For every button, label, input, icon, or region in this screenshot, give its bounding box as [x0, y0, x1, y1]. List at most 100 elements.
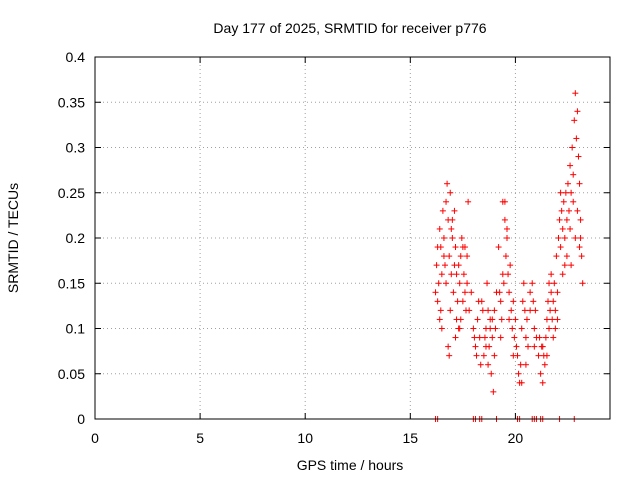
- data-point: [438, 271, 445, 278]
- y-tick-label: 0.05: [58, 366, 85, 382]
- data-point: [468, 289, 475, 296]
- data-point: [515, 370, 522, 377]
- data-point: [492, 325, 499, 332]
- data-point: [471, 334, 478, 341]
- data-point: [568, 262, 575, 269]
- data-point: [577, 235, 584, 241]
- data-point: [535, 352, 542, 359]
- data-point: [446, 352, 453, 359]
- data-point: [455, 262, 462, 269]
- data-point: [456, 325, 463, 332]
- data-point: [550, 298, 557, 305]
- data-point: [522, 334, 529, 341]
- data-point: [537, 370, 544, 377]
- data-point: [472, 343, 479, 350]
- data-point: [445, 343, 452, 350]
- data-point: [560, 198, 567, 205]
- data-point: [563, 253, 570, 260]
- data-point: [505, 271, 512, 278]
- y-tick-label: 0.25: [58, 185, 85, 201]
- y-tick-label: 0.3: [66, 140, 86, 156]
- data-point: [440, 235, 447, 241]
- data-point: [506, 316, 513, 323]
- data-point: [475, 298, 482, 305]
- data-point: [507, 262, 514, 269]
- data-point: [558, 207, 565, 214]
- data-point: [568, 189, 575, 196]
- data-point: [458, 235, 465, 241]
- data-point: [477, 361, 484, 368]
- data-point: [437, 307, 444, 314]
- data-point: [490, 388, 497, 395]
- data-point: [447, 189, 454, 196]
- y-tick-labels: 0 0.05 0.1 0.15 0.2 0.25 0.3 0.35 0.4: [58, 49, 85, 427]
- data-point: [448, 271, 455, 278]
- x-tick-labels: 0 5 10 15 20: [91, 430, 523, 446]
- x-axis-label: GPS time / hours: [297, 457, 404, 473]
- data-point: [443, 198, 450, 205]
- data-point: [448, 225, 455, 232]
- data-point: [519, 298, 526, 305]
- y-tick-label: 0: [77, 411, 85, 427]
- data-point: [459, 298, 466, 305]
- data-point: [548, 271, 555, 278]
- data-point: [479, 307, 486, 314]
- data-point: [530, 298, 537, 305]
- data-point: [452, 334, 459, 341]
- data-point: [504, 225, 510, 232]
- data-point: [514, 352, 521, 359]
- plot-frame: [94, 56, 611, 420]
- data-point: [569, 144, 576, 151]
- data-point: [574, 207, 581, 214]
- data-point: [489, 334, 496, 341]
- data-point: [438, 325, 445, 332]
- x-tick-label: 15: [403, 430, 419, 446]
- data-point: [496, 289, 503, 296]
- data-point: [451, 207, 458, 214]
- data-point: [577, 216, 584, 223]
- data-point: [518, 379, 525, 386]
- data-point: [434, 298, 441, 305]
- y-tick-label: 0.35: [58, 94, 85, 110]
- data-point: [559, 225, 566, 232]
- data-point: [432, 289, 439, 296]
- data-point: [543, 352, 550, 359]
- data-point: [554, 316, 561, 323]
- data-point: [573, 135, 580, 142]
- data-point: [579, 280, 586, 287]
- data-point: [452, 244, 459, 251]
- data-point: [557, 244, 564, 251]
- data-point: [561, 235, 568, 241]
- data-point: [555, 235, 562, 241]
- data-point: [570, 198, 577, 205]
- data-point: [444, 180, 451, 187]
- data-point: [552, 325, 559, 332]
- data-point: [504, 235, 510, 241]
- y-tick-label: 0.15: [58, 275, 85, 291]
- data-points: [432, 90, 586, 422]
- data-point: [564, 180, 571, 187]
- data-point: [491, 307, 498, 314]
- data-point: [578, 253, 585, 260]
- data-point: [572, 90, 579, 97]
- data-point: [546, 280, 553, 287]
- data-point: [511, 334, 518, 341]
- x-tick-label: 0: [91, 430, 99, 446]
- data-point: [433, 262, 440, 269]
- data-point: [520, 280, 527, 287]
- x-tick-label: 5: [196, 430, 204, 446]
- data-point: [453, 271, 460, 278]
- data-point: [552, 307, 559, 314]
- data-point: [527, 307, 534, 314]
- data-point: [495, 244, 502, 251]
- data-point: [499, 271, 506, 278]
- data-point: [464, 253, 471, 260]
- data-point: [435, 280, 442, 287]
- y-axis-label: SRMTID / TECUs: [5, 183, 21, 293]
- data-point: [484, 280, 491, 287]
- data-point: [446, 253, 453, 260]
- data-point: [500, 280, 507, 287]
- x-tick-label: 10: [297, 430, 313, 446]
- data-point: [561, 262, 568, 269]
